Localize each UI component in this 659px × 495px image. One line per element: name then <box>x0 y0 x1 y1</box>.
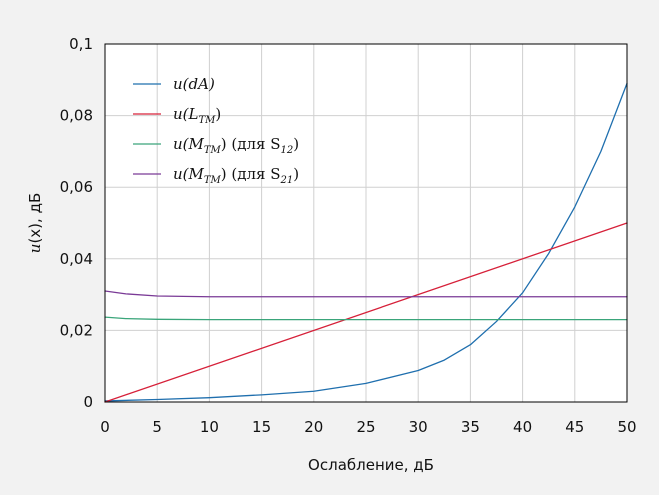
x-tick-label: 25 <box>356 418 375 436</box>
x-tick-label: 20 <box>304 418 323 436</box>
legend-label-2: u(MTM) (для S12) <box>173 135 299 156</box>
y-tick-label: 0 <box>83 393 93 411</box>
x-axis-title: Ослабление, дБ <box>308 456 434 474</box>
legend-label-0: u(dA) <box>173 75 215 93</box>
y-tick-label: 0,04 <box>60 250 93 268</box>
x-tick-label: 35 <box>461 418 480 436</box>
y-tick-label: 0,1 <box>69 35 93 53</box>
x-tick-label: 15 <box>252 418 271 436</box>
grid <box>105 44 627 402</box>
series-line-3 <box>104 290 628 298</box>
series-line-1 <box>104 222 628 403</box>
legend-label-1: u(LTM) <box>173 105 221 126</box>
series-line-0 <box>104 82 628 402</box>
axes: 0 5 10 15 20 25 30 35 40 45 50 0 0,02 0,04 0,06 0,08 0,1… <box>26 35 637 474</box>
y-axis-title: u(x), дБ <box>26 193 44 253</box>
x-tick-label: 30 <box>409 418 428 436</box>
series-line-2 <box>104 316 628 321</box>
legend-label-3: u(MTM) (для S21) <box>173 165 299 186</box>
x-tick-label: 45 <box>565 418 584 436</box>
x-tick-label: 40 <box>513 418 532 436</box>
x-tick-label: 50 <box>617 418 636 436</box>
y-tick-label: 0,08 <box>60 107 93 125</box>
x-tick-label: 5 <box>152 418 162 436</box>
y-tick-label: 0,02 <box>60 321 93 339</box>
x-tick-label: 0 <box>100 418 110 436</box>
y-tick-label: 0,06 <box>60 178 93 196</box>
legend: u(dA) u(LTM) u(MTM) (для S12) u(MTM) (для S… <box>133 75 299 186</box>
plot-frame <box>104 43 628 403</box>
x-tick-label: 10 <box>200 418 219 436</box>
series-layer <box>104 82 628 403</box>
